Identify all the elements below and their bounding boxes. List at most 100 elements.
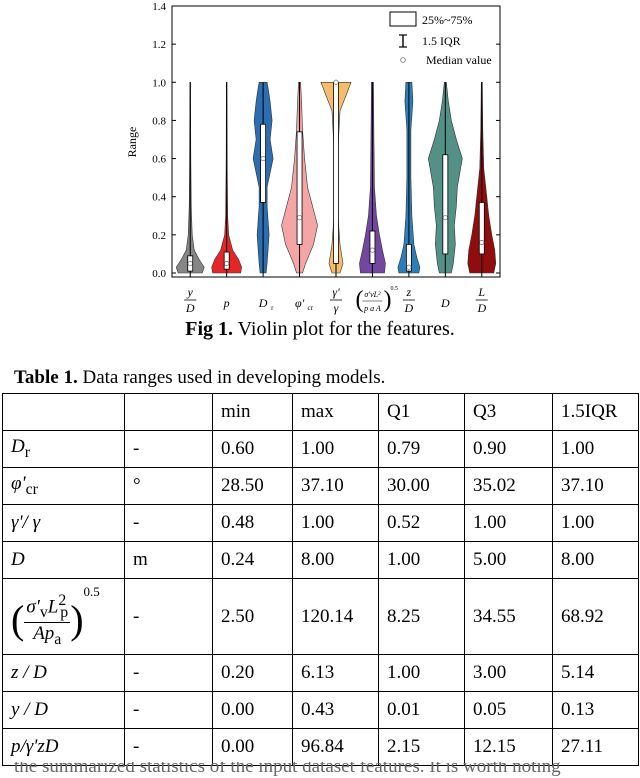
iqr-box [223,251,230,270]
figure-caption: Fig 1. Violin plot for the features. [0,318,640,341]
cell-unit: - [124,430,213,468]
cell-q3: 1.00 [464,504,553,542]
y-tick-label: 0.4 [152,192,166,204]
cell-q3: 0.05 [464,691,553,729]
x-tick-label-num: γ' [332,285,340,299]
table-row: Dr -0.60 1.00 0.79 0.90 1.00 [2,430,639,468]
x-tick-label-num: σ'vL² [364,290,381,299]
median-point [297,215,303,221]
cell-min: 0.60 [212,430,293,468]
y-tick-label: 0.2 [152,230,166,242]
iqr-box [478,202,485,255]
table-row: φ'cr ° 28.50 37.10 30.00 35.02 37.10 [2,467,639,505]
y-tick-label: 0.6 [152,154,166,166]
median-point [187,260,193,266]
cell-unit: - [124,504,213,542]
variable-cell: p/γ'zD [2,728,125,766]
x-tick-label-paren: ( [355,287,363,313]
header-cell-q3: Q3 [464,393,553,431]
cell-max: 0.43 [292,691,379,729]
x-tick-label-den: D [185,301,195,315]
y-tick-label: 1.4 [152,1,166,13]
median-point [406,264,412,270]
header-cell-iqr: 1.5IQR [552,393,639,431]
variable-cell: z / D [2,654,125,692]
table-row: p/γ'zD -0.00 96.84 2.15 12.15 27.11 [2,728,639,766]
cell-iqr: 0.13 [552,691,639,729]
x-tick-label-paren: ) [383,287,391,313]
cell-q1: 1.00 [378,541,465,579]
x-tick-label: D [258,296,268,310]
table-caption-text: Data ranges used in developing models. [77,367,386,388]
legend-label: 25%~75% [422,13,472,27]
x-tick-label-den: γ [334,301,339,315]
header-cell-max: max [292,393,379,431]
cell-max: 1.00 [292,504,379,542]
cell-q3: 5.00 [464,541,553,579]
cell-max: 1.00 [292,430,379,468]
cell-max: 6.13 [292,654,379,692]
cell-min: 2.50 [212,578,293,655]
y-tick-label: 0.0 [152,268,166,280]
median-point [224,260,230,266]
iqr-box [260,123,267,203]
cell-q3: 35.02 [464,467,553,505]
header-cell [124,393,213,431]
table-row: z / D -0.20 6.13 1.00 3.00 5.14 [2,654,639,692]
figure-caption-text: Violin plot for the features. [233,318,455,340]
cell-unit: m [124,541,213,579]
x-tick-label-num: z [406,285,412,299]
variable-cell: (σ′vL2p Apa)0.5 [2,578,125,655]
variable-cell: γ'/ γ [2,504,125,542]
cell-q1: 30.00 [378,467,465,505]
cell-min: 0.48 [212,504,293,542]
variable-cell: Dr [2,430,125,468]
cell-iqr: 27.11 [552,728,639,766]
y-tick-label: 1.0 [152,77,166,89]
cell-iqr: 1.00 [552,504,639,542]
header-cell [2,393,125,431]
cell-max: 8.00 [292,541,379,579]
cell-iqr: 8.00 [552,541,639,579]
cell-max: 120.14 [292,578,379,655]
cell-q1: 2.15 [378,728,465,766]
cell-q3: 34.55 [464,578,553,655]
header-cell-q1: Q1 [378,393,465,431]
cell-q1: 0.79 [378,430,465,468]
cell-min: 0.00 [212,691,293,729]
legend-median-symbol [400,57,406,63]
cell-q3: 12.15 [464,728,553,766]
y-axis-label: Range [125,127,139,158]
cell-unit: ° [124,467,213,505]
y-tick-label: 0.8 [152,115,166,127]
x-tick-label-den: p a A [363,304,381,313]
figure-caption-lead: Fig 1. [185,318,234,340]
cell-unit: - [124,654,213,692]
cell-min: 0.24 [212,541,293,579]
cell-q1: 1.00 [378,654,465,692]
cell-max: 96.84 [292,728,379,766]
cell-iqr: 5.14 [552,654,639,692]
legend-label: 1.5 IQR [422,34,461,48]
median-point [479,239,485,245]
table-header-row: min max Q1 Q3 1.5IQR [2,393,639,431]
cell-q3: 3.00 [464,654,553,692]
variable-cell: φ'cr [2,467,125,505]
iqr-box [405,243,412,272]
x-tick-label-sub: cr [308,304,314,312]
cell-max: 37.10 [292,467,379,505]
median-point [333,79,339,85]
iqr-box [333,81,339,264]
iqr-box [442,154,449,255]
variable-cell: y / D [2,691,125,729]
table-row: γ'/ γ -0.48 1.00 0.52 1.00 1.00 [2,504,639,542]
cell-unit: - [124,578,213,655]
cell-iqr: 1.00 [552,430,639,468]
cell-q1: 8.25 [378,578,465,655]
x-tick-label-num: L [477,285,485,299]
cell-min: 0.20 [212,654,293,692]
cell-iqr: 68.92 [552,578,639,655]
cell-q1: 0.01 [378,691,465,729]
